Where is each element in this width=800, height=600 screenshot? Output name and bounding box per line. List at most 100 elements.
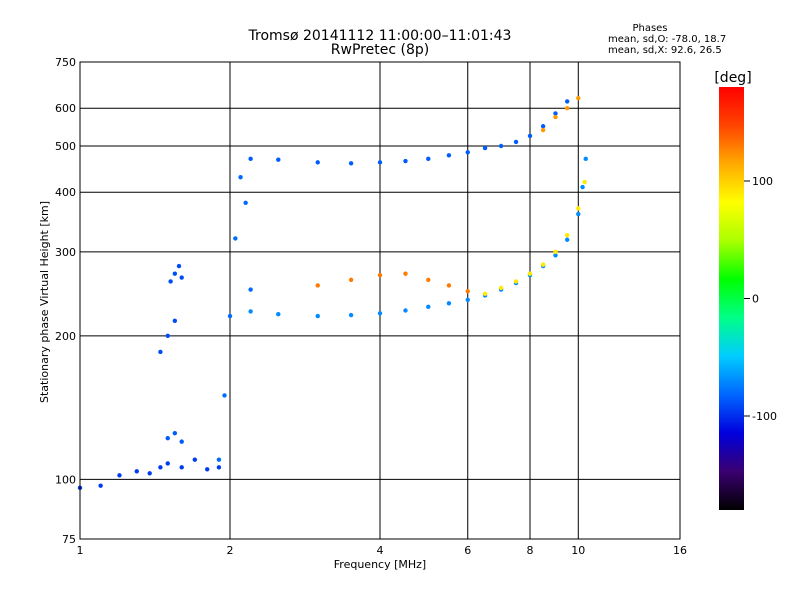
data-point — [179, 275, 184, 280]
trace — [168, 263, 184, 284]
data-point — [564, 106, 570, 111]
data-point — [192, 457, 198, 462]
data-point — [243, 200, 248, 206]
data-point — [315, 160, 320, 165]
data-point — [172, 318, 178, 324]
data-point — [158, 465, 163, 470]
x-tick-label: 16 — [673, 544, 687, 557]
data-point — [315, 313, 320, 319]
trace — [540, 95, 581, 133]
data-point — [227, 313, 233, 319]
trace — [165, 430, 184, 444]
x-tick-label: 6 — [464, 544, 471, 557]
data-point — [165, 333, 170, 339]
data-point — [172, 271, 178, 276]
trace — [158, 318, 178, 355]
trace — [315, 271, 470, 294]
y-tick-label: 300 — [55, 246, 76, 259]
trace — [248, 99, 570, 166]
data-point — [172, 430, 178, 436]
x-tick-label: 8 — [527, 544, 534, 557]
data-point — [465, 150, 470, 155]
colorbar-label: [deg] — [714, 70, 751, 86]
colorbar-tick-label: 0 — [752, 293, 759, 306]
data-point — [348, 161, 354, 166]
data-point — [377, 160, 383, 165]
data-point — [465, 297, 470, 302]
x-tick-label: 10 — [571, 544, 585, 557]
data-point — [348, 277, 354, 283]
data-point — [176, 263, 182, 269]
data-point — [513, 279, 519, 284]
phases-x-stat: mean, sd,X: 92.6, 26.5 — [608, 45, 722, 56]
data-point — [513, 139, 519, 145]
y-tick-labels: 75 100 200 300 400 500 600 750 — [55, 56, 76, 546]
x-axis-label: Frequency [MHz] — [334, 558, 426, 571]
x-tick-label: 2 — [227, 544, 234, 557]
trace — [482, 179, 587, 296]
plot-frame — [79, 61, 681, 540]
chart-title: Tromsø 20141112 11:00:00–11:01:43 — [248, 28, 512, 44]
x-tick-label: 1 — [77, 544, 84, 557]
data-point — [564, 237, 570, 242]
data-point — [179, 465, 184, 470]
data-point — [498, 285, 504, 291]
data-point — [248, 287, 253, 292]
y-tick-label: 600 — [55, 102, 76, 115]
data-point — [248, 309, 253, 314]
data-point — [276, 311, 281, 317]
data-point — [403, 158, 408, 164]
phases-title: Phases — [632, 23, 667, 34]
data-point — [527, 271, 533, 276]
trace — [216, 175, 253, 462]
data-point — [179, 439, 184, 444]
data-point — [165, 436, 170, 441]
data-point — [446, 153, 452, 158]
y-axis-label: Stationary phase Virtual Height [km] — [38, 201, 51, 403]
x-tick-labels: 1 2 4 6 8 10 16 — [77, 544, 688, 557]
data-point — [540, 127, 546, 133]
colorbar-ticks: 100 0 -100 — [744, 175, 777, 423]
data-points — [77, 95, 588, 491]
data-point — [553, 114, 558, 120]
colorbar-tick-label: 100 — [752, 175, 773, 188]
data-point — [204, 467, 210, 472]
colorbar — [719, 87, 744, 510]
data-point — [426, 277, 431, 283]
data-point — [98, 483, 103, 488]
data-point — [582, 179, 587, 185]
trace — [248, 156, 588, 319]
data-point — [580, 184, 585, 190]
y-tick-label: 500 — [55, 140, 76, 153]
data-point — [238, 175, 243, 180]
data-point — [377, 272, 383, 278]
y-tick-label: 200 — [55, 330, 76, 343]
data-point — [564, 233, 570, 238]
trace — [77, 457, 222, 491]
data-point — [540, 124, 546, 129]
y-tick-label: 100 — [55, 473, 76, 486]
data-point — [564, 99, 570, 104]
data-point — [446, 283, 452, 288]
data-point — [446, 301, 452, 306]
data-point — [553, 253, 558, 258]
data-point — [248, 156, 253, 162]
data-point — [377, 311, 383, 316]
data-point — [315, 283, 320, 288]
data-point — [276, 157, 281, 162]
data-point — [540, 262, 546, 267]
data-point — [576, 211, 581, 217]
data-point — [527, 133, 533, 139]
phases-o-stat: mean, sd,O: -78.0, 18.7 — [608, 34, 726, 45]
data-point — [465, 289, 470, 294]
data-point — [222, 393, 227, 398]
data-point — [158, 349, 163, 355]
data-point — [583, 156, 588, 162]
chart-subtitle: RwPretec (8p) — [331, 42, 429, 58]
data-point — [576, 95, 581, 101]
data-point — [403, 308, 408, 313]
data-point — [482, 291, 488, 296]
data-point — [482, 145, 488, 151]
data-point — [348, 312, 354, 318]
